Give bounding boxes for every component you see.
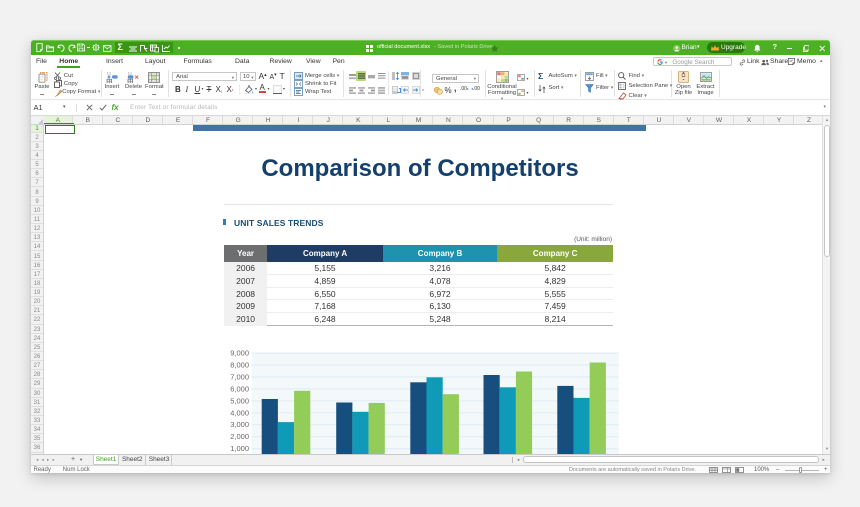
svg-text:7,000: 7,000: [230, 373, 249, 382]
svg-text:6,000: 6,000: [230, 384, 249, 393]
svg-text:1,000: 1,000: [230, 444, 249, 453]
svg-text:3,000: 3,000: [230, 420, 249, 429]
svg-text:8,000: 8,000: [230, 361, 249, 370]
svg-text:9,000: 9,000: [230, 349, 249, 358]
svg-text:5,000: 5,000: [230, 396, 249, 405]
svg-text:2,000: 2,000: [230, 432, 249, 441]
svg-text:4,000: 4,000: [230, 408, 249, 417]
